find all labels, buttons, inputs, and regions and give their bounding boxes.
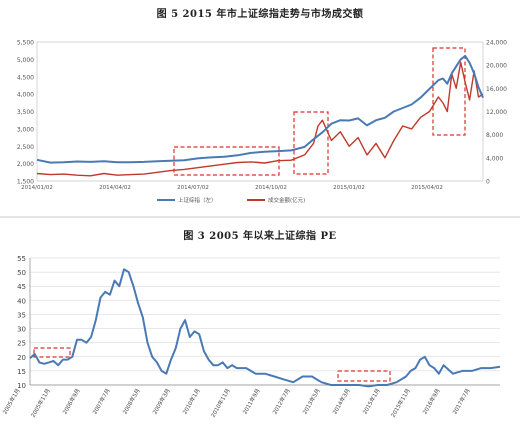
chart1-legend-index-label: 上证综指（左） — [178, 196, 217, 204]
chart1-right-tick-label: 8,000 — [486, 132, 503, 139]
chart2-x-tick-label: 2013年5月 — [301, 387, 322, 416]
chart2-x-tick-label: 2005年11月 — [29, 387, 52, 419]
chart2-y-tick-label: 40 — [17, 297, 26, 305]
chart1-right-tick-label: 12,000 — [486, 109, 507, 116]
chart1-right-tick-label: 16,000 — [486, 86, 507, 93]
chart1-left-tick-label: 5,000 — [17, 57, 34, 64]
chart1-volume-line — [36, 61, 484, 177]
chart1-right-tick-label: 24,000 — [486, 40, 507, 47]
chart1-left-tick-label: 1,500 — [17, 179, 34, 186]
chart1-left-tick-label: 2,500 — [17, 144, 34, 151]
chart1-left-tick-label: 5,500 — [17, 40, 34, 47]
chart2-y-tick-label: 35 — [17, 311, 26, 319]
chart2-y-tick-label: 55 — [17, 255, 26, 263]
figure-5-title: 图 5 2015 年市上证综指走势与市场成交额 — [156, 9, 364, 20]
chart2-highlight-box — [337, 370, 391, 382]
chart2-x-tick-label: 2017年7月 — [451, 387, 472, 416]
chart1-x-tick-label: 2015/01/02 — [333, 185, 365, 191]
chart2-x-tick-label: 2007年7月 — [91, 387, 112, 416]
chart2-y-tick-label: 30 — [17, 326, 26, 334]
chart2-x-tick-label: 2011年9月 — [241, 387, 262, 416]
chart1-right-tick-label: 4,000 — [486, 155, 503, 162]
chart2-y-tick-label: 10 — [17, 382, 26, 390]
chart2-pe-line — [29, 268, 501, 388]
chart2-x-tick-label: 2015年1月 — [361, 387, 382, 416]
chart1-left-tick-label: 2,000 — [17, 161, 34, 168]
chart1-right-tick-label: 20,000 — [486, 63, 507, 70]
chart2-y-tick-label: 45 — [17, 283, 26, 291]
chart2-x-tick-label: 2014年3月 — [331, 387, 352, 416]
chart1-left-tick-label: 3,000 — [17, 126, 34, 133]
chart1-left-tick-label: 3,500 — [17, 109, 34, 116]
chart1-frame — [36, 41, 484, 182]
chart1-x-tick-label: 2014/04/02 — [99, 185, 131, 191]
chart2-y-tick-label: 15 — [17, 368, 26, 376]
chart1-highlight-box — [293, 111, 329, 175]
chart1-index-line — [36, 54, 484, 164]
chart1-legend-volume-label: 成交金额(亿元) — [268, 196, 305, 204]
chart1-left-tick-label: 4,000 — [17, 92, 34, 99]
chart1-x-tick-label: 2015/04/02 — [411, 185, 443, 191]
chart2-x-tick-label: 2016年9月 — [421, 387, 442, 416]
chart2-x-tick-label: 2010年1月 — [181, 387, 202, 416]
chart2-x-tick-label: 2015年11月 — [389, 387, 412, 419]
chart2-y-tick-label: 25 — [17, 340, 26, 348]
chart2-x-tick-label: 2005年1月 — [1, 387, 22, 416]
chart2-x-tick-label: 2006年9月 — [61, 387, 82, 416]
chart1-x-tick-label: 2014/07/02 — [177, 185, 209, 191]
chart2-x-tick-label: 2010年11月 — [209, 387, 232, 419]
chart2-y-tick-label: 50 — [17, 269, 26, 277]
chart1-highlight-box — [432, 47, 466, 136]
chart2-x-tick-label: 2012年7月 — [271, 387, 292, 416]
chart1-x-tick-label: 2014/01/02 — [21, 185, 53, 191]
chart2-highlight-box — [33, 347, 71, 358]
chart1-right-tick-label: 0 — [486, 179, 490, 186]
chart1-left-tick-label: 4,500 — [17, 74, 34, 81]
chart2-x-tick-label: 2008年5月 — [121, 387, 142, 416]
chart1-x-tick-label: 2014/10/02 — [255, 185, 287, 191]
figure-3-title: 图 3 2005 年以来上证综指 PE — [183, 231, 337, 242]
chart2-x-tick-label: 2009年3月 — [151, 387, 172, 416]
chart2-y-tick-label: 20 — [17, 354, 26, 362]
